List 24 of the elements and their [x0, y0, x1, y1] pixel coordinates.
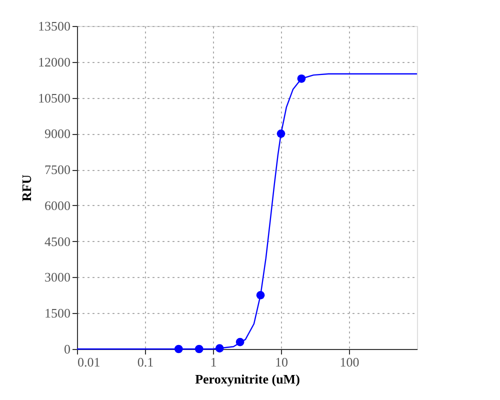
y-tick-label: 1500: [44, 306, 70, 321]
y-tick-label: 7500: [44, 162, 70, 178]
y-tick-label: 6000: [44, 198, 70, 213]
x-tick-label: 10: [275, 354, 288, 370]
point: [174, 344, 183, 354]
point: [215, 344, 224, 352]
point: [297, 74, 306, 83]
y-tick-label: 0: [64, 342, 70, 356]
x-tick-label: 0.01: [78, 354, 100, 370]
point: [194, 344, 204, 354]
y-tick-label: 12000: [38, 54, 70, 70]
x-tick-label: 1: [210, 354, 217, 370]
y-tick-label: 9000: [44, 126, 70, 142]
y-tick-label: 4500: [44, 234, 70, 249]
y-tick-label: 10500: [38, 90, 70, 106]
point: [236, 338, 244, 346]
y-tick-label: 13500: [38, 18, 70, 34]
point: [276, 129, 286, 138]
x-axis-title: Peroxynitrite (uM): [195, 372, 300, 386]
x-tick-label: 0.1: [137, 354, 154, 370]
y-tick-label: 3000: [44, 270, 70, 285]
x-tick-label: 100: [340, 354, 360, 370]
y-axis-title: RFU: [19, 174, 34, 202]
point: [256, 290, 265, 300]
